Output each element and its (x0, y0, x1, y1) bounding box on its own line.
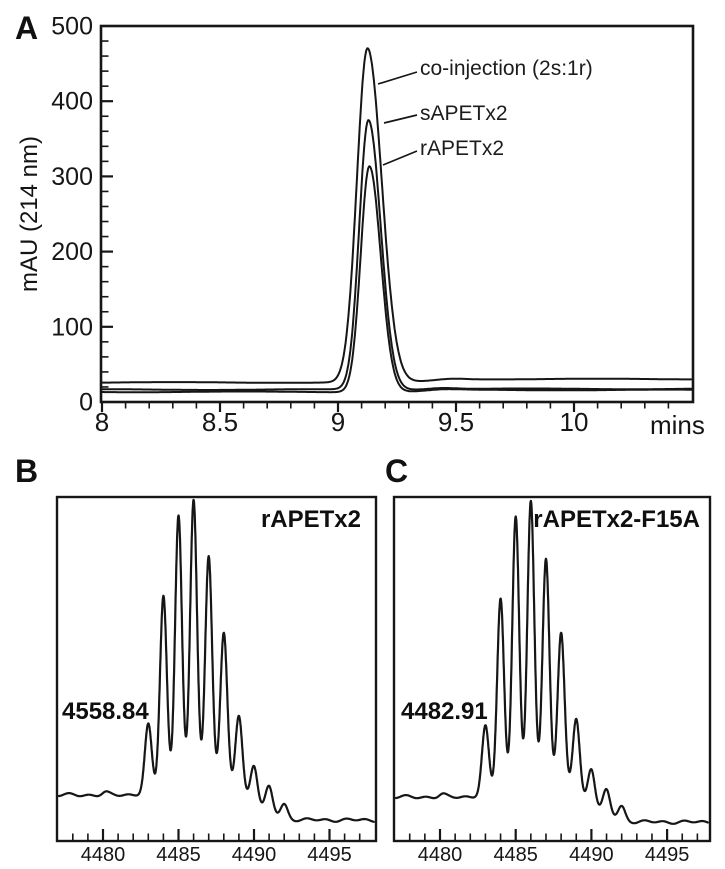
panel-c-plot: 4480 4485 4490 4495 (392, 495, 712, 866)
annotation-leader-line (383, 114, 418, 124)
panel-a-x-axis-title: mins (650, 410, 705, 440)
panel-a-letter: A (15, 10, 39, 46)
panel-b-letter: B (15, 453, 39, 489)
annotation-leader-line (382, 150, 418, 166)
panel-b-title: rAPETx2 (260, 506, 361, 533)
panel-a-plot: 0 100 200 300 400 500 8 8.5 9 9.5 10 (51, 13, 695, 437)
panel-b-x-tick-label: 4480 (81, 844, 126, 866)
panel-a-y-tick-label: 0 (79, 389, 93, 417)
panel-a-x-tick-label: 8.5 (202, 407, 238, 437)
panel-b-x-tick-label: 4490 (232, 844, 277, 866)
chromatogram-trace-1 (101, 119, 693, 391)
panel-c-title: rAPETx2-F15A (533, 506, 700, 533)
annotation-co-injection-label: co-injection (2s:1r) (420, 57, 593, 80)
panel-a-y-axis: 0 100 200 300 400 500 (51, 13, 113, 417)
annotation-leader-line (377, 71, 418, 85)
panel-a-y-tick-label: 300 (51, 163, 93, 191)
panel-c-letter: C (385, 453, 409, 489)
panel-a-x-tick-label: 10 (560, 407, 589, 437)
panel-a-y-axis-title: mAU (214 nm) (16, 135, 43, 293)
panel-a-x-tick-label: 8 (95, 407, 109, 437)
chromatogram-trace-2 (101, 165, 693, 394)
panel-a-y-tick-label: 400 (51, 88, 93, 116)
mass-spectrum-trace-b (57, 498, 375, 823)
panel-a-annotation-lines (377, 71, 418, 166)
annotation-rapetx2-label: rAPETx2 (420, 137, 505, 160)
panel-c-mass-label: 4482.91 (401, 698, 488, 725)
panel-c-plot-border (392, 495, 712, 843)
panel-b-x-axis: 4480 4485 4490 4495 (72, 829, 361, 866)
panel-a-y-tick-label: 500 (51, 13, 93, 41)
panel-a-y-tick-label: 200 (51, 238, 93, 266)
panel-c-x-tick-label: 4490 (569, 844, 614, 866)
panel-a-x-axis: 8 8.5 9 9.5 10 (95, 403, 670, 437)
panel-b-x-tick-label: 4485 (156, 844, 201, 866)
panel-a-x-tick-label: 9.5 (438, 407, 474, 437)
panel-c-x-tick-label: 4495 (645, 844, 690, 866)
mass-spectrum-trace-c (394, 499, 709, 825)
panel-b-mass-label: 4558.84 (62, 698, 149, 725)
chromatogram-trace-0 (101, 47, 693, 384)
panel-a-plot-border (99, 24, 695, 404)
panel-b-plot-border (55, 495, 378, 843)
panel-a-x-tick-label: 9 (331, 407, 345, 437)
panel-b-x-tick-label: 4495 (307, 844, 352, 866)
panel-c-x-axis: 4480 4485 4490 4495 (408, 829, 699, 866)
panel-a-y-tick-label: 100 (51, 313, 93, 341)
panel-c-x-tick-label: 4485 (493, 844, 538, 866)
panel-c-x-tick-label: 4480 (418, 844, 463, 866)
annotation-sapetx2-label: sAPETx2 (420, 102, 508, 125)
panel-b-plot: 4480 4485 4490 4495 (55, 495, 378, 866)
